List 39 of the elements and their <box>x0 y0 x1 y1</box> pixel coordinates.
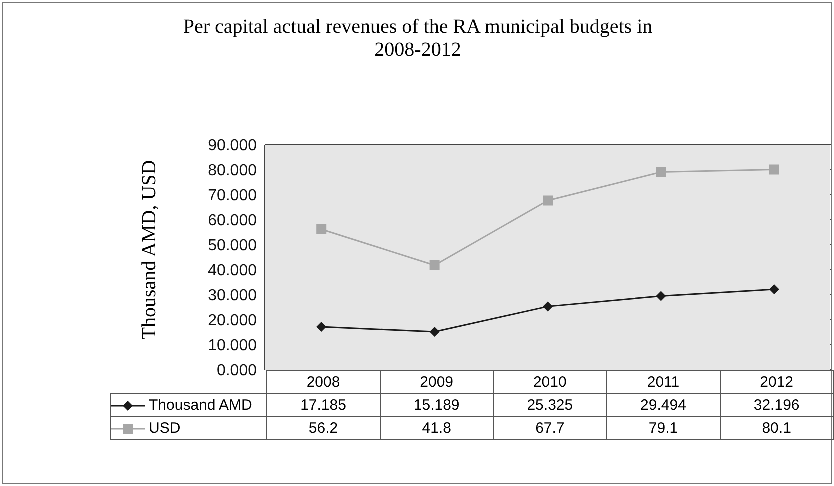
point <box>656 167 666 178</box>
point <box>430 260 440 270</box>
y-tick-label: 0.000 <box>216 362 258 380</box>
data-label: 41.8 <box>380 416 494 440</box>
x-tick-label: 2011 <box>606 370 720 394</box>
point <box>430 327 440 338</box>
point <box>316 322 327 332</box>
data-label: 80.1 <box>720 416 834 440</box>
data-label: 29.494 <box>606 394 720 416</box>
y-tick-label: 60.000 <box>208 212 258 230</box>
y-tick-label: 90.000 <box>208 138 258 155</box>
data-label: 32.196 <box>720 394 834 416</box>
y-tick-label: 50.000 <box>208 238 258 255</box>
data-label: 17.185 <box>266 394 380 416</box>
point <box>316 224 327 234</box>
data-label: 15.189 <box>380 394 494 416</box>
legend-label: Thousand AMD <box>110 394 267 416</box>
data-label: 25.325 <box>494 394 607 416</box>
point <box>769 164 780 175</box>
y-tick-label: 40.000 <box>208 262 258 280</box>
x-tick-label: 2010 <box>494 370 607 394</box>
y-axis-title: Thousand AMD, USD <box>138 160 162 340</box>
x-tick-label: 2012 <box>720 370 834 394</box>
legend-label: USD <box>110 416 267 440</box>
y-tick-label: 10.000 <box>208 338 258 355</box>
data-label: 56.2 <box>266 416 380 440</box>
x-tick-label: 2008 <box>266 370 380 394</box>
y-tick-label: 70.000 <box>208 188 258 205</box>
data-label: 79.1 <box>606 416 720 440</box>
point <box>543 196 553 206</box>
point <box>543 302 553 312</box>
y-tick-label: 80.000 <box>208 162 258 180</box>
point <box>769 284 780 295</box>
point <box>656 291 666 302</box>
y-tick-label: 20.000 <box>208 312 258 330</box>
data-label: 67.7 <box>494 416 607 440</box>
chart-title: Per capital actual revenues of the RA municipal budgets in 2008-2012 <box>182 16 654 62</box>
y-tick-label: 30.000 <box>208 288 258 305</box>
x-tick-label: 2009 <box>380 370 494 394</box>
